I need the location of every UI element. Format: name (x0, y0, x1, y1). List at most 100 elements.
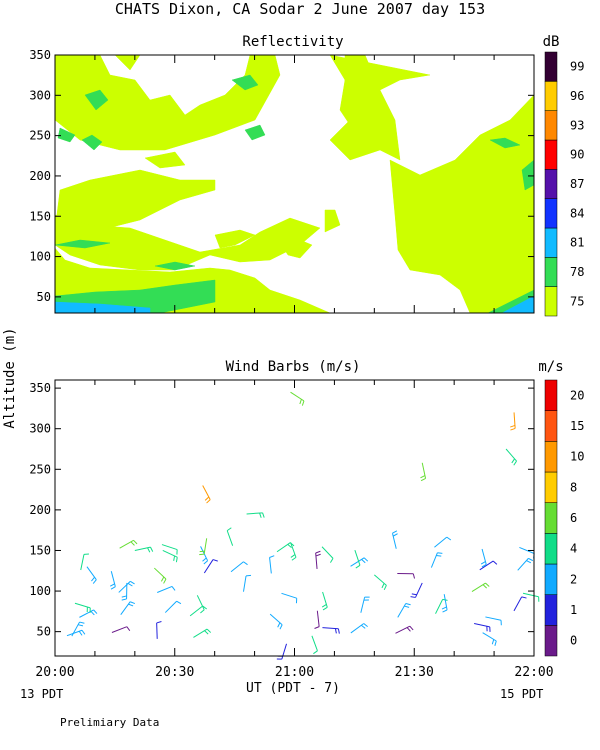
wind-barb-field-23-shaft (269, 557, 272, 574)
wind-barb-sample-14 (420, 462, 427, 482)
wind-barb-sample-15-flag-0 (410, 596, 416, 598)
refl-region-78dB-7 (231, 74, 259, 91)
wind-colorbar-swatch-1 (544, 594, 558, 626)
x-axis-left-note: 13 PDT (20, 687, 63, 701)
refl-y-tick-label-250: 250 (29, 129, 51, 143)
wind-colorbar-swatch-2 (544, 563, 558, 595)
wind-barb-sample-9-flag-1 (299, 399, 302, 405)
refl-colorbar-swatch-96 (544, 81, 558, 111)
wind-barb-field-26 (314, 610, 320, 629)
x-axis-right-note: 15 PDT (500, 687, 543, 701)
wind-barb-sample-3-flag-0 (121, 598, 127, 601)
wind-barb-sample-16 (474, 623, 491, 632)
refl-region-75dB-12 (329, 54, 401, 161)
wind-barb-sample-11-shaft (281, 643, 287, 660)
wind-barb-field-45-shaft (479, 560, 494, 571)
reflectivity-y-axis: 50 100 150 200 250 300 350 (29, 48, 534, 304)
wind-barb-field-50-shaft (519, 546, 535, 554)
wind-barb-field-4-flag-1 (128, 603, 134, 607)
wind-colorbar-level-1: 1 (570, 603, 577, 617)
wind-barb-field-14 (189, 605, 208, 617)
wind-barb-sample-18-flag-1 (510, 424, 516, 428)
wind-barb-field-30-flag-0 (363, 623, 368, 628)
wind-barb-field-48 (522, 592, 540, 602)
wind-barb-field-46 (480, 548, 487, 568)
wind-barb-field-19-shaft (230, 561, 244, 573)
wind-barb-field-27-flag-0 (322, 606, 328, 611)
x-tick-label-2100: 21:00 (275, 665, 314, 680)
wind-barb-field-27-flag-1 (321, 604, 327, 608)
wind-barb-sample-14-flag-0 (420, 478, 426, 482)
wind-barb-sample-8 (246, 512, 265, 518)
wind-barb-field-18 (242, 574, 252, 592)
wind-colorbar-swatch-0 (544, 625, 558, 657)
wind-title: Wind Barbs (m/s) (226, 359, 361, 375)
wind-barb-field-5 (118, 580, 135, 593)
wind-barb-sample-7-flag-1 (199, 550, 205, 553)
wind-barb-field-45 (479, 560, 498, 571)
wind-barb-sample-4-flag-0 (150, 546, 154, 552)
wind-barb-field-4-shaft (120, 601, 131, 615)
wind-barb-field-12-shaft (161, 544, 178, 551)
refl-y-tick-label-300: 300 (29, 88, 51, 102)
refl-colorbar-swatch-78 (544, 257, 558, 287)
wind-barb-field-41-shaft (434, 536, 448, 548)
wind-barb-field-23-flag-0 (269, 555, 275, 558)
wind-barb-field-32-flag-1 (361, 559, 366, 564)
wind-barb-field-35 (397, 602, 411, 618)
refl-y-tick-label-100: 100 (29, 250, 51, 264)
wind-barb-sample-0-flag-1 (78, 630, 83, 636)
wind-barb-sample-17-flag-1 (511, 458, 516, 464)
wind-y-tick-label-200: 200 (29, 503, 51, 517)
refl-region-78dB-5 (84, 89, 109, 111)
wind-barb-field-16-shaft (203, 559, 214, 574)
wind-barb-field-22 (281, 592, 298, 604)
wind-barb-sample-6-flag-0 (206, 499, 211, 504)
wind-barb-field-42-flag-0 (494, 640, 497, 646)
wind-barb-field-34-shaft (395, 625, 411, 634)
wind-barb-field-25-shaft (311, 635, 318, 651)
wind-barb-sample-7-shaft (203, 538, 208, 555)
wind-barb-sample-7 (199, 538, 208, 556)
wind-barb-field-30-shaft (350, 623, 365, 634)
wind-barb-sample-15-shaft (415, 582, 423, 598)
wind-colorbar-level-4: 4 (570, 542, 577, 556)
wind-barb-field-33-shaft (354, 549, 361, 566)
wind-barb-sample-4-flag-1 (147, 547, 151, 553)
wind-barb-field-10-flag-0 (171, 586, 176, 591)
wind-barb-field-49-shaft (517, 558, 529, 571)
wind-barb-sample-18 (510, 412, 516, 431)
wind-barb-field-11-flag-0 (163, 578, 167, 584)
wind-barb-sample-8-flag-1 (259, 512, 262, 518)
wind-barb-field-40-flag-1 (436, 555, 442, 557)
wind-barb-field-24-flag-1 (287, 544, 292, 549)
figure-title: CHATS Dixon, CA Sodar 2 June 2007 day 15… (115, 0, 485, 18)
wind-barb-field-45-flag-0 (492, 560, 498, 565)
wind-barb-field-15 (196, 595, 205, 614)
wind-barb-field-0-flag-0 (79, 621, 85, 624)
wind-barb-field-27 (321, 591, 328, 611)
wind-barb-field-24-shaft (276, 542, 291, 553)
refl-y-tick-label-150: 150 (29, 209, 51, 223)
wind-barb-field-38-shaft (435, 599, 444, 614)
wind-barb-field-39-flag-1 (441, 606, 447, 610)
wind-barb-field-13 (193, 628, 212, 638)
wind-colorbar-swatch-8 (544, 471, 558, 503)
refl-colorbar-level-96: 96 (570, 89, 584, 103)
x-tick-label-2030: 20:30 (155, 665, 194, 680)
x-tick-label-2200: 22:00 (514, 665, 553, 680)
wind-y-tick-label-100: 100 (29, 584, 51, 598)
refl-colorbar-level-93: 93 (570, 118, 584, 132)
wind-barb-field-33 (354, 549, 361, 569)
wind-barb-field-49 (517, 557, 534, 571)
wind-barb-field-25-flag-0 (313, 650, 318, 655)
wind-barb-sample-9-flag-0 (301, 400, 305, 406)
wind-colorbar: 0 1 2 4 6 8 10 15 20 (544, 379, 584, 657)
wind-barb-sample-2-shaft (86, 566, 97, 580)
wind-barb-field-25 (311, 635, 318, 655)
wind-barb-field-9-shaft (164, 600, 177, 613)
wind-y-tick-label-300: 300 (29, 422, 51, 436)
wind-barb-field-7 (119, 539, 138, 549)
